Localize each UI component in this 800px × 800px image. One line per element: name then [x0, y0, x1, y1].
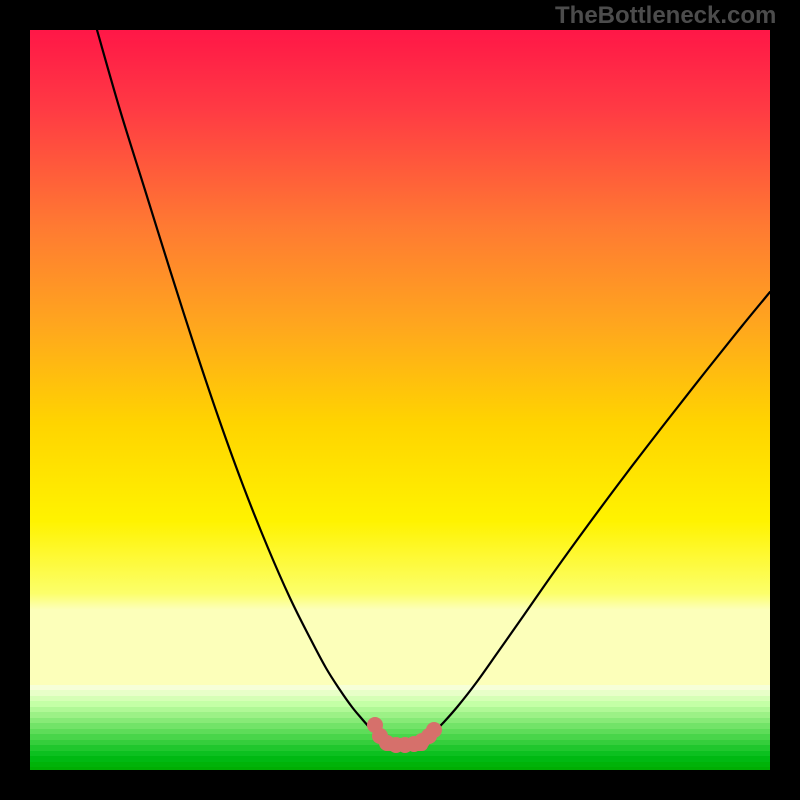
plot-area [30, 30, 770, 770]
curve-left [97, 30, 380, 738]
curves-svg [30, 30, 770, 770]
marker-point [426, 722, 442, 738]
watermark-text: TheBottleneck.com [555, 2, 776, 30]
chart-root: TheBottleneck.com [0, 0, 800, 800]
curve-right [428, 292, 770, 738]
